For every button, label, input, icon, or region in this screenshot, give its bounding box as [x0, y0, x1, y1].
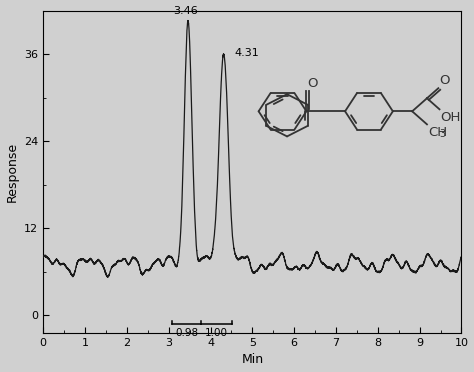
Text: CH: CH: [428, 126, 447, 140]
Text: 1.00: 1.00: [205, 328, 228, 338]
Text: O: O: [439, 74, 449, 87]
X-axis label: Min: Min: [241, 353, 264, 366]
Text: OH: OH: [440, 111, 460, 124]
Text: 4.31: 4.31: [234, 48, 259, 58]
Y-axis label: Response: Response: [6, 142, 18, 202]
Text: 0.98: 0.98: [175, 328, 198, 338]
Text: 3.46: 3.46: [173, 6, 198, 16]
Text: O: O: [308, 77, 318, 90]
Text: 3: 3: [439, 129, 446, 140]
